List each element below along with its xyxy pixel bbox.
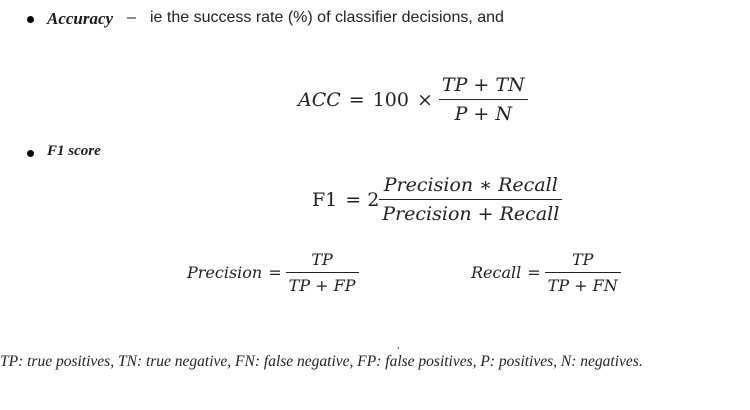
recall-equals: = — [527, 263, 541, 283]
bullet-accuracy — [27, 16, 34, 23]
precision-fraction: TP TP + FP — [285, 250, 359, 296]
accuracy-fraction: TP + TN P + N — [438, 74, 528, 126]
f1-title: F1 score — [47, 143, 101, 159]
accuracy-numerator: TP + TN — [441, 74, 525, 96]
recall-formula: Recall = TP TP + FN — [471, 250, 621, 295]
accuracy-equals: = — [348, 88, 365, 111]
f1-fraction: Precision ∗ Recall Precision + Recall — [379, 174, 563, 226]
accuracy-dash: – — [127, 9, 136, 26]
accuracy-title: Accuracy — [47, 9, 114, 28]
accuracy-factor: 100 — [372, 88, 409, 111]
precision-denominator: TP + FP — [288, 276, 356, 296]
precision-numerator: TP — [311, 250, 333, 269]
recall-numerator: TP — [572, 250, 594, 269]
accuracy-formula: ACC = 100 × TP + TN P + N — [298, 74, 528, 125]
f1-denominator: Precision + Recall — [382, 203, 560, 226]
precision-lhs: Precision — [187, 263, 263, 283]
accuracy-description: ie the success rate (%) of classifier de… — [150, 9, 504, 26]
accuracy-fraction-bar — [438, 99, 528, 101]
f1-fraction-bar — [379, 199, 563, 201]
precision-equals: = — [268, 263, 282, 283]
f1-factor: 2 — [367, 188, 380, 211]
recall-fraction-bar — [544, 272, 621, 274]
recall-denominator: TP + FN — [547, 276, 618, 296]
precision-fraction-bar — [285, 272, 359, 274]
abbreviation-legend: TP: true positives, TN: true negative, F… — [0, 353, 643, 370]
accuracy-times: × — [416, 88, 433, 111]
f1-lhs: F1 — [312, 188, 338, 211]
recall-fraction: TP TP + FN — [544, 250, 621, 296]
accuracy-denominator: P + N — [454, 103, 512, 126]
recall-lhs: Recall — [471, 263, 522, 283]
f1-equals: = — [345, 188, 362, 211]
f1-numerator: Precision ∗ Recall — [383, 174, 558, 196]
bullet-f1 — [27, 150, 34, 157]
stray-comma: , — [397, 339, 400, 351]
f1-formula: F1 = 2 Precision ∗ Recall Precision + Re… — [312, 174, 563, 226]
accuracy-lhs: ACC — [298, 88, 341, 111]
precision-formula: Precision = TP TP + FP — [187, 250, 359, 295]
